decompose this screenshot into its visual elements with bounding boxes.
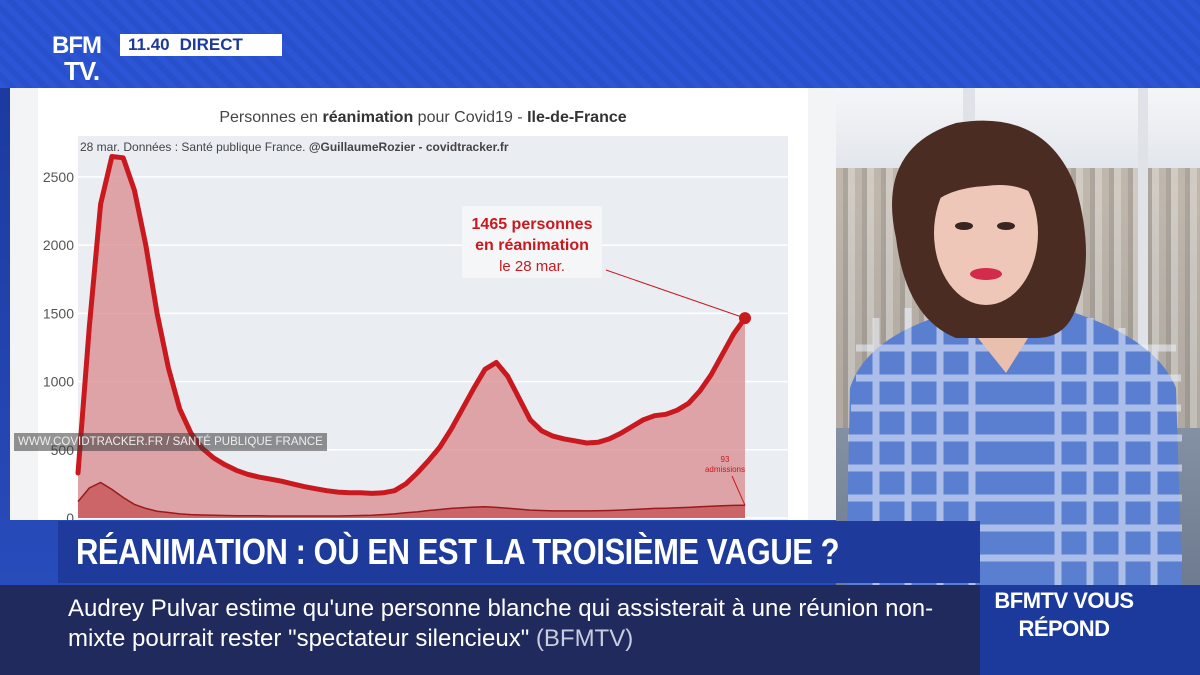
chart-panel: Personnes en réanimation pour Covid19 - … <box>10 88 836 520</box>
icu-chart: 25002000150010005000 28 mar. Données : S… <box>43 136 788 520</box>
left-eye <box>955 222 973 230</box>
last-point-marker <box>739 312 751 325</box>
source-watermark: WWW.COVIDTRACKER.FR / SANTÉ PUBLIQUE FRA… <box>14 433 327 451</box>
bangs <box>928 149 1050 208</box>
lips <box>970 268 1002 280</box>
right-eye <box>997 222 1015 230</box>
annotation-line3: le 28 mar. <box>499 258 565 275</box>
logo-line2: TV. <box>64 56 100 86</box>
presenter-figure <box>846 120 1182 585</box>
admissions-value: 93 <box>721 455 730 464</box>
y-tick-label: 2500 <box>43 169 74 185</box>
program-badge-background <box>980 585 1200 675</box>
bfmtv-logo: BFM TV. <box>52 32 116 86</box>
face <box>934 161 1038 305</box>
y-axis-ticks: 25002000150010005000 <box>43 169 74 520</box>
ticker-main: Audrey Pulvar estime qu'une personne bla… <box>68 595 934 652</box>
live-label: DIRECT <box>179 35 243 54</box>
headline-background <box>58 521 980 583</box>
ticker-text: Audrey Pulvar estime qu'une personne bla… <box>68 594 968 654</box>
admissions-area <box>78 482 745 518</box>
annotation-line2: en réanimation <box>475 237 589 254</box>
admissions-leader-line <box>731 475 746 506</box>
source-bold-text: @GuillaumeRozier - covidtracker.fr <box>309 140 509 154</box>
live-time-badge: 11.40 DIRECT <box>120 34 282 56</box>
admissions-line <box>77 481 746 517</box>
headline-text: RÉANIMATION : OÙ EN EST LA TROISIÈME VAG… <box>76 531 840 572</box>
chart-title-mid: pour Covid19 - <box>413 109 528 126</box>
y-tick-label: 0 <box>66 510 74 520</box>
source-prefix: 28 mar. Données : Santé publique France.… <box>80 140 509 154</box>
studio-background <box>836 88 1200 585</box>
y-tick-label: 1500 <box>43 305 74 321</box>
headline-bar: RÉANIMATION : OÙ EN EST LA TROISIÈME VAG… <box>58 521 980 583</box>
icu-area <box>78 156 745 518</box>
program-line2: RÉPOND <box>1018 616 1110 641</box>
logo-line1: BFM <box>52 32 102 59</box>
annotation-line1: 1465 personnes <box>472 216 593 233</box>
window-pillar-right <box>1138 88 1148 585</box>
program-line1: BFMTV VOUS <box>994 588 1134 613</box>
y-tick-label: 1000 <box>43 374 74 390</box>
source-prefix-text: 28 mar. Données : Santé publique France. <box>80 140 309 154</box>
y-tick-label: 2000 <box>43 237 74 253</box>
admissions-text: admissions <box>705 465 745 474</box>
chart-title-bold: réanimation <box>322 109 414 126</box>
annotation-box <box>462 206 602 278</box>
icu-line <box>75 154 748 496</box>
program-badge: BFMTV VOUS RÉPOND <box>984 587 1144 657</box>
chart-title-region: Ile-de-France <box>527 109 627 126</box>
ticker-source: (BFMTV) <box>535 625 634 652</box>
chart-title-prefix: Personnes en <box>219 109 323 126</box>
clock-time: 11.40 <box>128 35 170 54</box>
chart-title: Personnes en réanimation pour Covid19 - … <box>38 109 808 127</box>
annotation-leader-line <box>605 269 746 319</box>
